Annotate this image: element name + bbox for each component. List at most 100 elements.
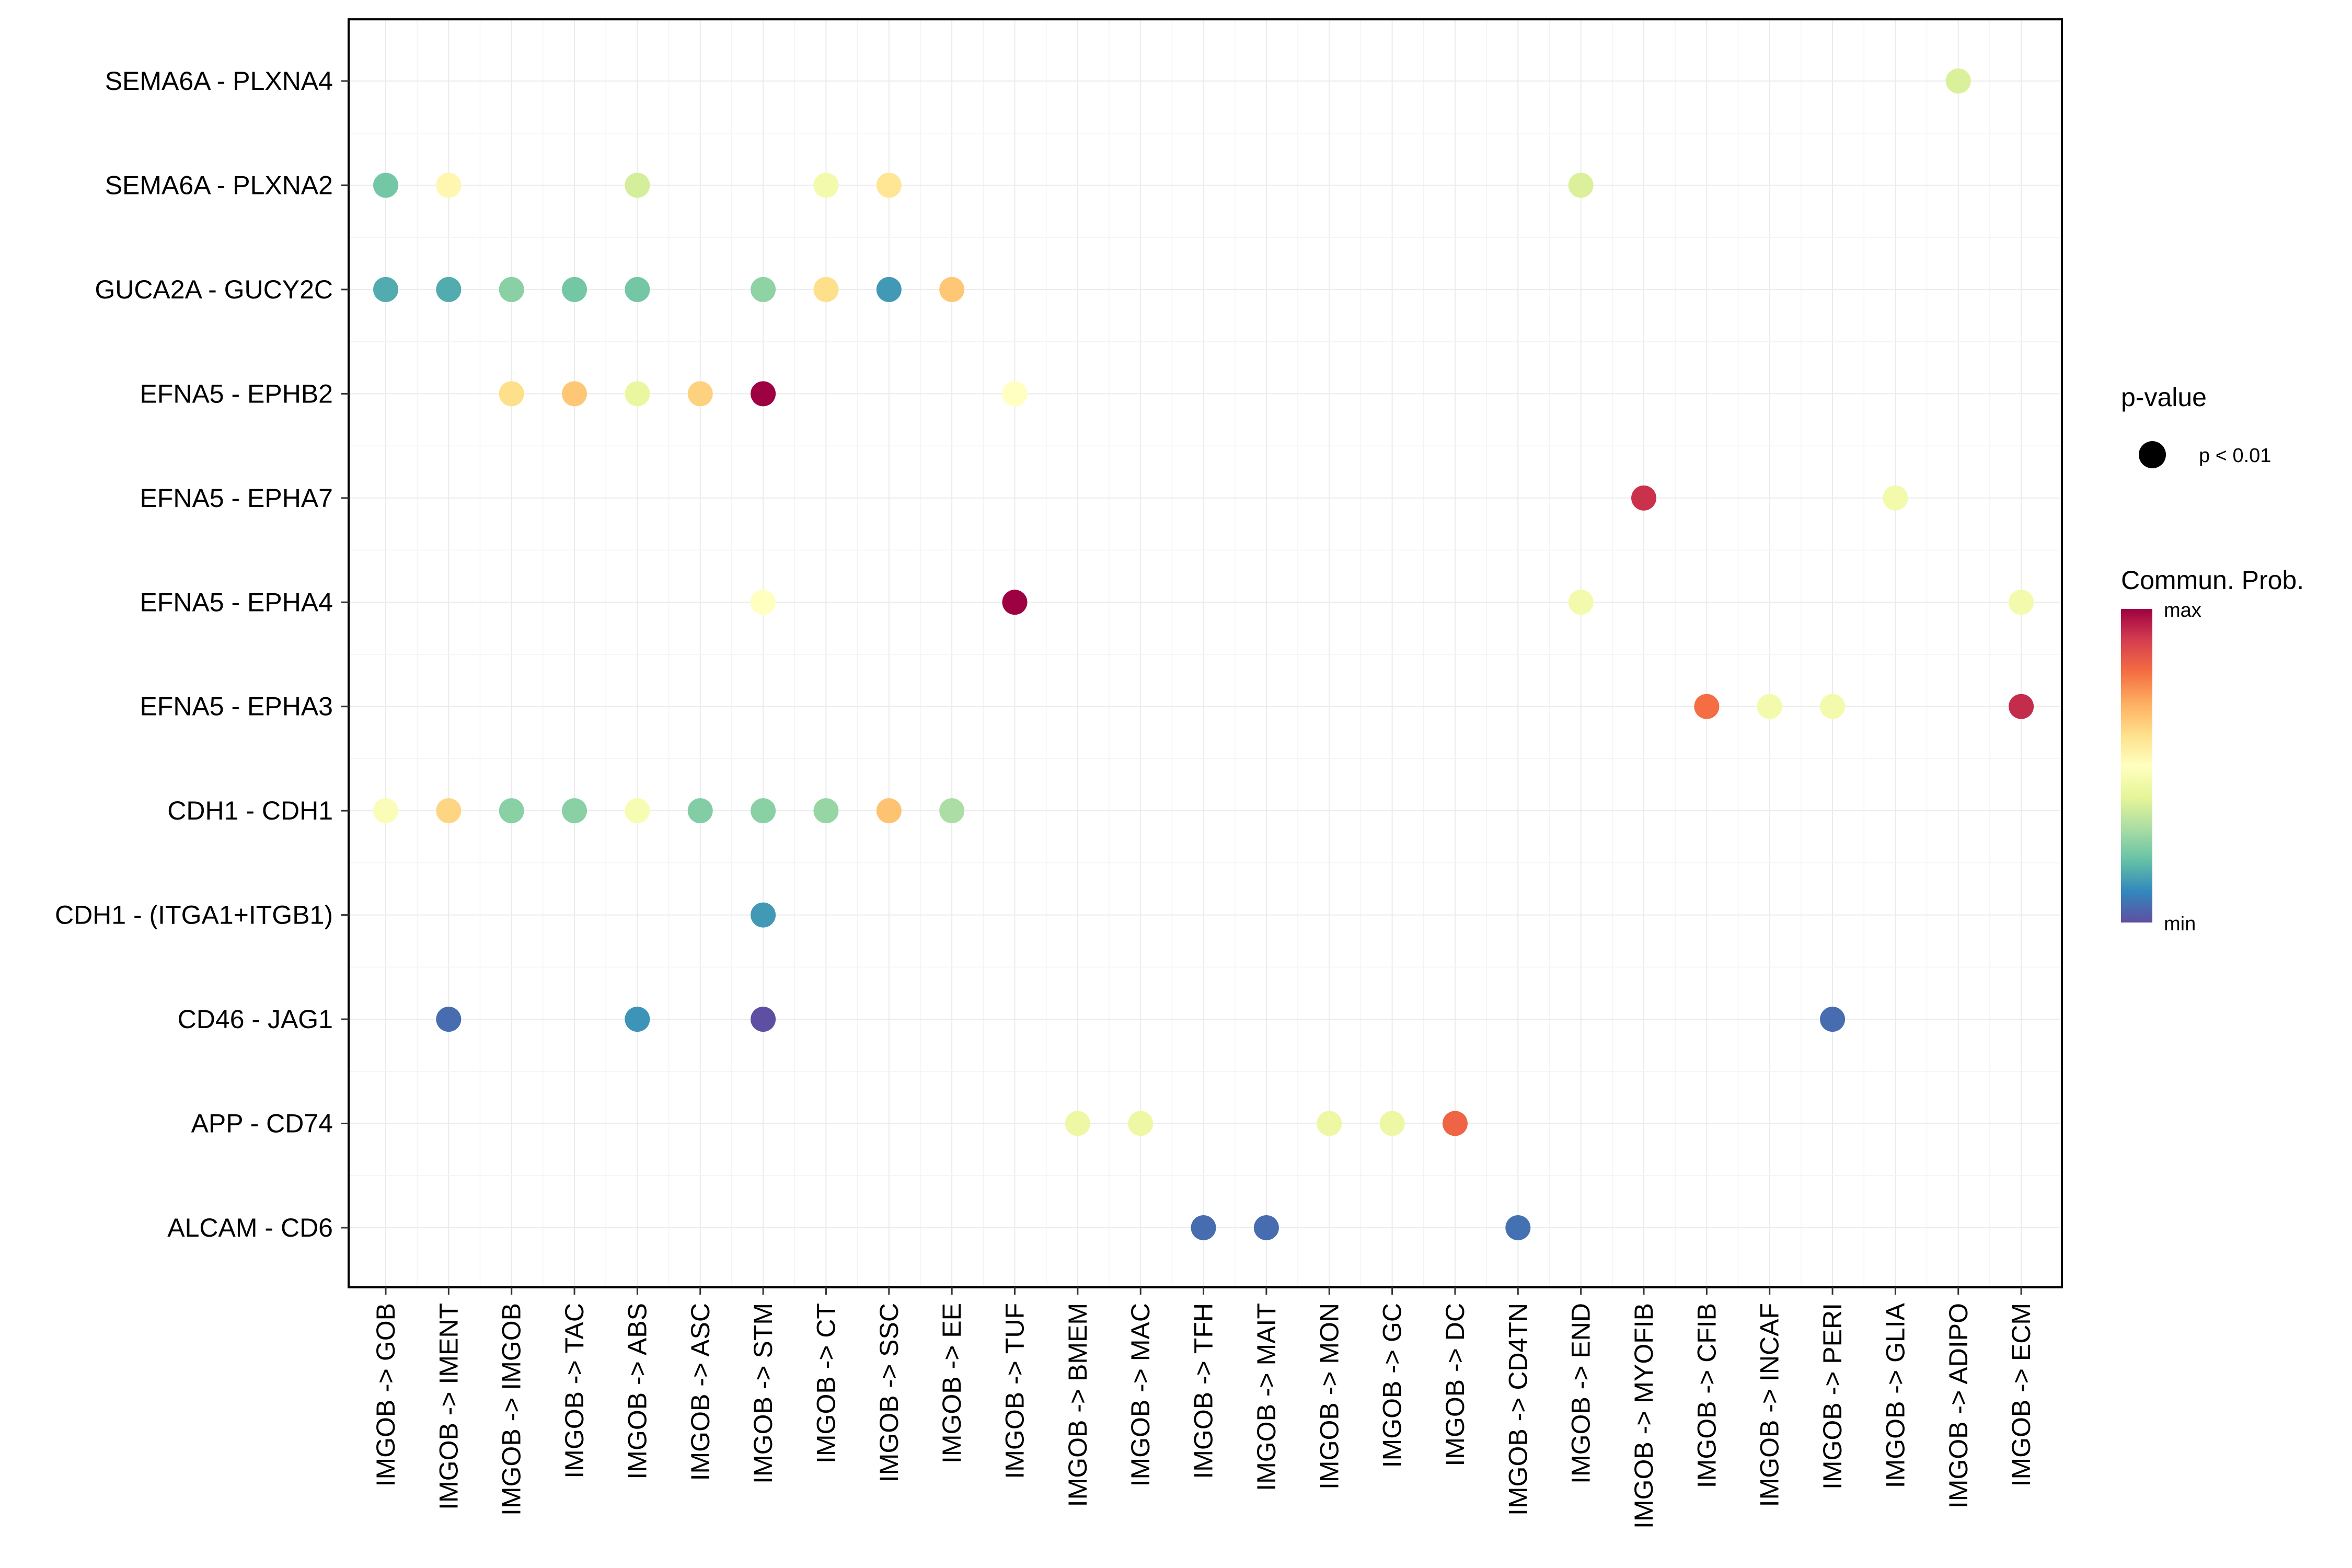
data-point [625, 172, 650, 198]
x-tick-label: IMGOB -> TUF [1000, 1303, 1030, 1479]
data-point [499, 381, 524, 407]
data-point [1191, 1215, 1216, 1240]
y-tick-label: EFNA5 - EPHB2 [140, 379, 333, 408]
data-point [562, 276, 587, 302]
data-point [436, 1007, 462, 1032]
legend-color-max-label: max [2164, 599, 2201, 621]
x-tick-label: IMGOB -> SSC [874, 1303, 904, 1482]
x-tick-label: IMGOB -> MAC [1126, 1303, 1155, 1486]
data-point [436, 276, 462, 302]
data-point [499, 798, 524, 824]
data-point [373, 798, 398, 824]
y-tick-label: EFNA5 - EPHA3 [140, 692, 333, 721]
y-tick-label: EFNA5 - EPHA4 [140, 587, 333, 617]
data-point [687, 798, 713, 824]
data-point [813, 798, 839, 824]
legend-color-title: Commun. Prob. [2121, 566, 2304, 595]
data-point [1820, 1007, 1846, 1032]
data-point [625, 798, 650, 824]
data-point [939, 798, 965, 824]
data-point [813, 172, 839, 198]
data-point [625, 1007, 650, 1032]
data-point [876, 172, 902, 198]
legend-color-min-label: min [2164, 913, 2196, 935]
x-axis: IMGOB -> GOB IMGOB -> IMENT IMGOB -> IMGOB… [371, 1287, 2036, 1529]
x-tick-label: IMGOB -> BMEM [1063, 1303, 1092, 1507]
x-tick-label: IMGOB -> TAC [560, 1303, 589, 1479]
x-tick-label: IMGOB -> IMGOB [497, 1303, 526, 1516]
data-point [751, 798, 776, 824]
x-tick-label: IMGOB -> MAIT [1252, 1303, 1281, 1491]
x-tick-label: IMGOB -> GOB [371, 1303, 400, 1486]
data-point [751, 1007, 776, 1032]
data-point [1568, 172, 1594, 198]
data-point [1757, 694, 1782, 719]
data-point [1442, 1111, 1468, 1136]
x-tick-label: IMGOB -> CD4TN [1503, 1303, 1532, 1516]
y-tick-label: SEMA6A - PLXNA2 [105, 170, 333, 200]
data-point [939, 276, 965, 302]
data-point [1505, 1215, 1531, 1240]
legend-size-label: p < 0.01 [2199, 445, 2271, 467]
data-point [1945, 68, 1971, 94]
data-point [813, 276, 839, 302]
y-tick-label: SEMA6A - PLXNA4 [105, 66, 333, 96]
x-tick-label: IMGOB -> ADIPO [1944, 1303, 1973, 1508]
data-point [1631, 485, 1656, 511]
data-point [751, 590, 776, 615]
x-tick-label: IMGOB -> ECM [2007, 1303, 2036, 1486]
x-tick-label: IMGOB -> PERI [1818, 1303, 1847, 1490]
x-tick-label: IMGOB -> ASC [686, 1303, 715, 1481]
x-tick-label: IMGOB -> TFH [1189, 1303, 1218, 1479]
data-point [1883, 485, 1908, 511]
data-point [625, 381, 650, 407]
y-tick-label: CD46 - JAG1 [178, 1005, 333, 1034]
y-tick-label: CDH1 - CDH1 [167, 796, 333, 825]
x-tick-label: IMGOB -> ABS [622, 1303, 652, 1480]
y-tick-label: EFNA5 - EPHA7 [140, 483, 333, 513]
data-point [2009, 694, 2034, 719]
data-point [876, 276, 902, 302]
x-tick-label: IMGOB -> INCAF [1755, 1303, 1784, 1507]
data-point [751, 902, 776, 928]
data-point [2009, 590, 2034, 615]
data-point [1065, 1111, 1090, 1136]
data-point [562, 381, 587, 407]
data-point [1002, 381, 1028, 407]
legend-colorbar [2121, 609, 2152, 923]
data-point [1820, 694, 1846, 719]
legend: p-value p < 0.01 Commun. Prob. max min [2121, 383, 2304, 935]
x-tick-label: IMGOB -> CFIB [1692, 1303, 1721, 1488]
data-point [1694, 694, 1720, 719]
x-tick-label: IMGOB -> END [1566, 1303, 1596, 1484]
x-tick-label: IMGOB -> IMENT [434, 1303, 463, 1510]
y-axis: SEMA6A - PLXNA4 SEMA6A - PLXNA2 GUCA2A - G… [55, 66, 349, 1242]
data-points [373, 68, 2034, 1240]
y-tick-label: CDH1 - (ITGA1+ITGB1) [55, 901, 333, 930]
y-tick-label: APP - CD74 [191, 1109, 333, 1138]
legend-size-title: p-value [2121, 383, 2207, 412]
data-point [562, 798, 587, 824]
data-point [876, 798, 902, 824]
x-tick-label: IMGOB -> MYOFIB [1629, 1303, 1658, 1529]
x-tick-label: IMGOB -> DC [1440, 1303, 1470, 1467]
x-tick-label: IMGOB -> EE [937, 1303, 966, 1463]
data-point [751, 381, 776, 407]
data-point [499, 276, 524, 302]
data-point [1253, 1215, 1279, 1240]
data-point [373, 172, 398, 198]
grid-lines [349, 19, 2062, 1287]
data-point [373, 276, 398, 302]
data-point [687, 381, 713, 407]
x-tick-label: IMGOB -> GC [1378, 1303, 1407, 1468]
x-tick-label: IMGOB -> MON [1315, 1303, 1344, 1490]
data-point [625, 276, 650, 302]
data-point [1317, 1111, 1342, 1136]
data-point [1002, 590, 1028, 615]
y-tick-label: GUCA2A - GUCY2C [95, 275, 333, 304]
legend-size-dot [2139, 441, 2166, 468]
y-tick-label: ALCAM - CD6 [167, 1213, 333, 1242]
data-point [1128, 1111, 1154, 1136]
